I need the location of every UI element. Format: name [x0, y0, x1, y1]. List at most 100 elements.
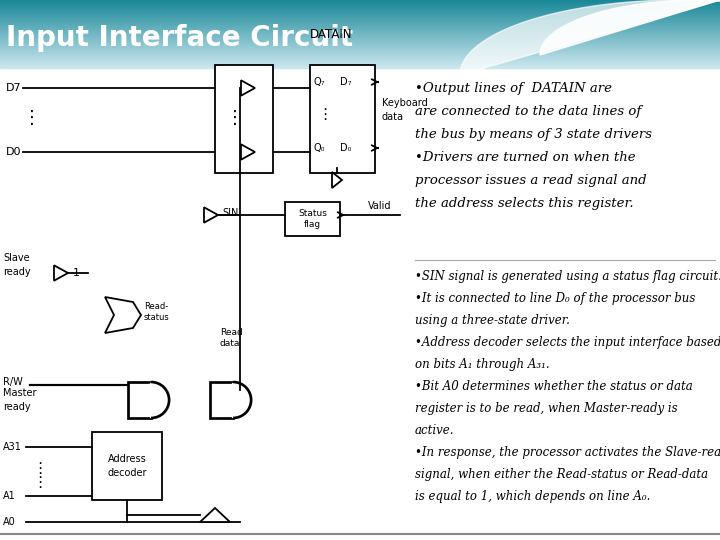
Bar: [210, 382, 233, 418]
Bar: [0, 16, 720, 17]
Bar: [0, 36, 720, 37]
Bar: [0, 43, 720, 44]
Bar: [0, 28, 720, 29]
Bar: [0, 17, 720, 18]
Bar: [0, 3, 720, 4]
Bar: [0, 23, 720, 24]
Bar: [0, 20, 720, 21]
Bar: [0, 42, 720, 43]
Text: SIN: SIN: [222, 208, 238, 218]
Polygon shape: [332, 172, 342, 188]
Polygon shape: [54, 265, 68, 281]
Polygon shape: [105, 297, 141, 333]
Bar: [0, 46, 720, 47]
Text: 1: 1: [73, 268, 80, 278]
Text: •It is connected to line D₀ of the processor bus: •It is connected to line D₀ of the proce…: [415, 292, 696, 305]
Text: Master
ready: Master ready: [3, 388, 37, 411]
Text: Q₇: Q₇: [313, 77, 325, 87]
Bar: [0, 53, 720, 54]
Bar: [0, 57, 720, 58]
Bar: [0, 0, 720, 1]
Polygon shape: [540, 0, 720, 55]
Text: Input Interface Circuit: Input Interface Circuit: [6, 24, 353, 52]
Bar: [0, 50, 720, 51]
Text: •Drivers are turned on when the: •Drivers are turned on when the: [415, 151, 636, 164]
Text: the bus by means of 3 state drivers: the bus by means of 3 state drivers: [415, 128, 652, 141]
Bar: [0, 27, 720, 28]
Bar: [0, 40, 720, 41]
Text: ⋮: ⋮: [226, 109, 244, 127]
Text: •Bit A0 determines whether the status or data: •Bit A0 determines whether the status or…: [415, 380, 693, 393]
Text: Slave
ready: Slave ready: [3, 253, 31, 276]
Text: the address selects this register.: the address selects this register.: [415, 197, 634, 210]
Bar: [0, 65, 720, 66]
Bar: [0, 32, 720, 33]
Bar: [0, 30, 720, 31]
Text: signal, when either the Read-status or Read-data: signal, when either the Read-status or R…: [415, 468, 708, 481]
Bar: [0, 62, 720, 63]
Bar: [0, 13, 720, 14]
Polygon shape: [204, 207, 218, 222]
Bar: [0, 58, 720, 59]
Bar: [0, 44, 720, 45]
Text: •In response, the processor activates the Slave-ready: •In response, the processor activates th…: [415, 446, 720, 459]
Polygon shape: [241, 80, 255, 96]
Text: A31: A31: [3, 442, 22, 452]
Text: ⋮: ⋮: [318, 107, 333, 123]
Text: D₀: D₀: [340, 143, 351, 153]
Bar: [0, 9, 720, 10]
Text: DATAIN: DATAIN: [310, 28, 353, 40]
Bar: [0, 38, 720, 39]
Bar: [0, 22, 720, 23]
Bar: [0, 51, 720, 52]
Bar: [0, 5, 720, 6]
Bar: [0, 67, 720, 68]
Bar: [0, 6, 720, 7]
Bar: [0, 63, 720, 64]
Text: A0: A0: [3, 517, 16, 527]
Bar: [0, 39, 720, 40]
Bar: [0, 61, 720, 62]
Text: active.: active.: [415, 424, 454, 437]
Bar: [0, 31, 720, 32]
Text: Q₀: Q₀: [313, 143, 325, 153]
Bar: [0, 64, 720, 65]
Bar: [0, 4, 720, 5]
Bar: [0, 52, 720, 53]
Polygon shape: [200, 508, 230, 522]
Bar: [0, 14, 720, 15]
Bar: [0, 49, 720, 50]
Bar: [0, 66, 720, 67]
Text: Read
data: Read data: [220, 328, 243, 348]
Text: D0: D0: [6, 147, 22, 157]
Bar: [92, 432, 162, 500]
Bar: [0, 8, 720, 9]
Text: Read-
status: Read- status: [144, 302, 170, 322]
Bar: [0, 7, 720, 8]
Bar: [0, 34, 720, 35]
Bar: [0, 29, 720, 30]
Text: register is to be read, when Master-ready is: register is to be read, when Master-read…: [415, 402, 678, 415]
Text: •Address decoder selects the input interface based: •Address decoder selects the input inter…: [415, 336, 720, 349]
Bar: [0, 18, 720, 19]
Polygon shape: [460, 0, 720, 75]
Text: •SIN signal is generated using a status flag circuit.: •SIN signal is generated using a status …: [415, 270, 720, 283]
Text: using a three-state driver.: using a three-state driver.: [415, 314, 570, 327]
Bar: [0, 25, 720, 26]
Bar: [0, 59, 720, 60]
Bar: [0, 2, 720, 3]
Bar: [0, 21, 720, 22]
Text: D₇: D₇: [340, 77, 351, 87]
Bar: [150, 383, 152, 417]
Bar: [0, 37, 720, 38]
Text: D7: D7: [6, 83, 22, 93]
Text: Address
decoder: Address decoder: [107, 454, 147, 478]
Text: processor issues a read signal and: processor issues a read signal and: [415, 174, 647, 187]
Bar: [0, 56, 720, 57]
Bar: [0, 48, 720, 49]
Bar: [128, 382, 151, 418]
Bar: [0, 41, 720, 42]
Bar: [0, 12, 720, 13]
Bar: [0, 15, 720, 16]
Text: ⋮: ⋮: [23, 109, 41, 127]
